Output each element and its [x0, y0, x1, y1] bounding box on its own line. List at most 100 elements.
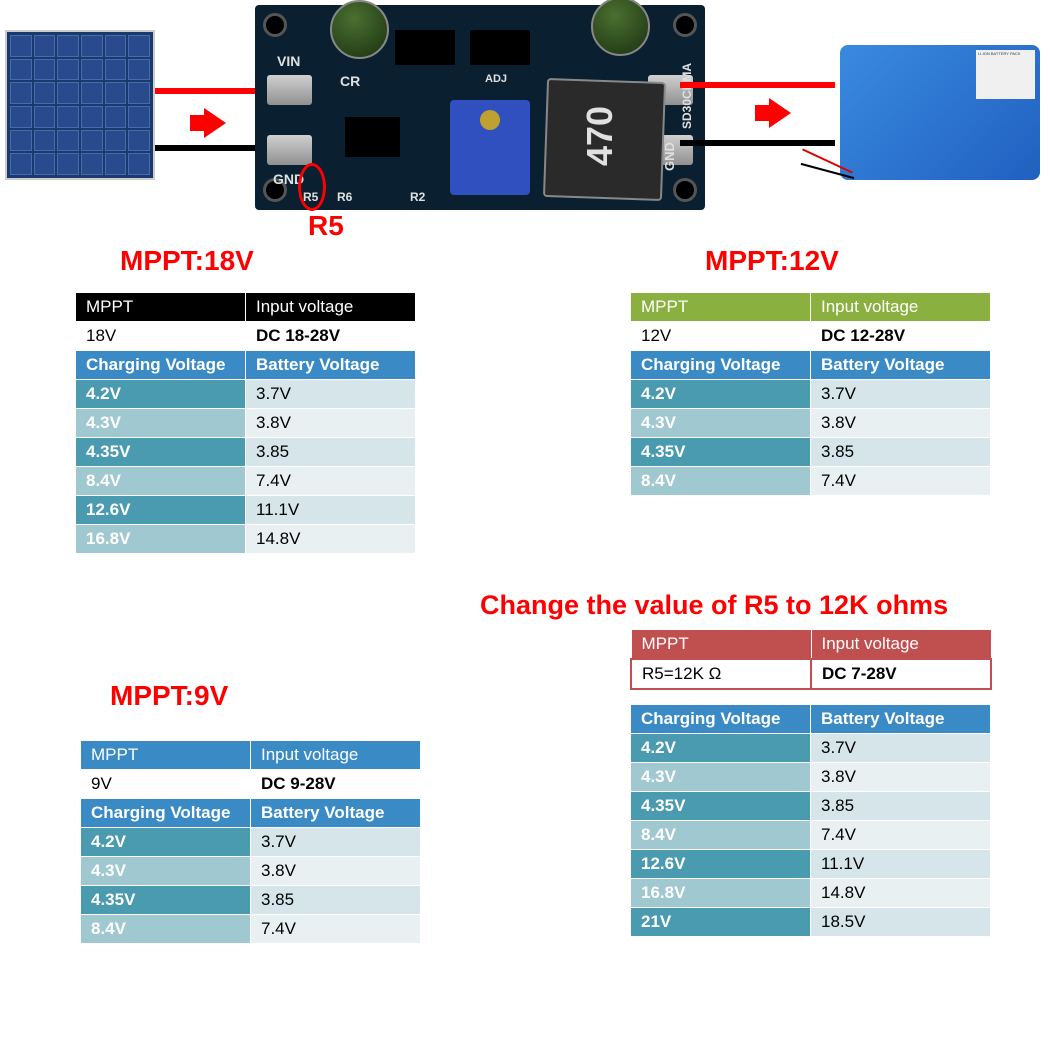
table-cell: 8.4V [631, 467, 811, 496]
arrow-out-tail [755, 105, 769, 121]
table-subheader: Battery Voltage [811, 351, 991, 380]
table-cell: 3.85 [811, 438, 991, 467]
arrow-out-icon [769, 98, 791, 128]
table-cell: 7.4V [246, 467, 416, 496]
table-cell: 4.35V [76, 438, 246, 467]
table-header: Input voltage [811, 630, 991, 660]
table-cell: 3.8V [811, 409, 991, 438]
table-cell: 11.1V [811, 850, 991, 879]
table-header: MPPT [631, 630, 811, 660]
table-cell: 3.8V [246, 409, 416, 438]
pcb-r6-label: R6 [337, 190, 352, 204]
capacitor-icon [591, 0, 650, 56]
pcb-gnd-label: GND [662, 142, 677, 171]
r5-mod-title: Change the value of R5 to 12K ohms [480, 590, 1040, 621]
table-cell: DC 18-28V [246, 322, 416, 351]
mppt-18v-title: MPPT:18V [120, 245, 416, 277]
table-subheader: Charging Voltage [81, 799, 251, 828]
table-cell: 21V [631, 908, 811, 937]
table-cell: 18V [76, 322, 246, 351]
table-cell: 4.2V [631, 734, 811, 763]
table-cell: 18.5V [811, 908, 991, 937]
pcb-adj-label: ADJ [485, 73, 507, 85]
table-cell: 4.3V [631, 763, 811, 792]
inductor-value: 470 [579, 106, 621, 166]
table-cell: 7.4V [811, 467, 991, 496]
table-cell: 12.6V [631, 850, 811, 879]
table-cell: 3.85 [811, 792, 991, 821]
table-cell: DC 7-28V [811, 659, 991, 689]
arrow-in-icon [204, 108, 226, 138]
table-header: MPPT [81, 741, 251, 770]
table-cell: 8.4V [81, 915, 251, 944]
table-header: MPPT [76, 293, 246, 322]
mppt-12v-table: MPPTInput voltage 12VDC 12-28V Charging … [630, 292, 991, 496]
mppt-9v-section: MPPT:9V MPPTInput voltage 9VDC 9-28V Cha… [80, 680, 421, 944]
table-cell: 8.4V [76, 467, 246, 496]
arrow-in-tail [190, 115, 204, 131]
r5-mod-table: MPPTInput voltage R5=12K ΩDC 7-28V [630, 629, 992, 690]
table-cell: 16.8V [631, 879, 811, 908]
pcb-vin-label: VIN [277, 53, 300, 69]
wiring-diagram: 470 VIN GND GND CR ADJ R5 R6 R2 SD30CRMA… [0, 0, 1050, 230]
table-cell: 7.4V [251, 915, 421, 944]
table-cell: 11.1V [246, 496, 416, 525]
r5-mod-section: Change the value of R5 to 12K ohms MPPTI… [480, 590, 1040, 937]
table-subheader: Charging Voltage [631, 351, 811, 380]
potentiometer-icon [450, 100, 530, 195]
table-cell: 14.8V [246, 525, 416, 554]
table-cell: 3.85 [246, 438, 416, 467]
table-subheader: Charging Voltage [76, 351, 246, 380]
wire-out-red [680, 82, 835, 88]
table-cell: 16.8V [76, 525, 246, 554]
table-cell: DC 9-28V [251, 770, 421, 799]
table-cell: 9V [81, 770, 251, 799]
table-subheader: Battery Voltage [251, 799, 421, 828]
table-header: Input voltage [811, 293, 991, 322]
table-cell: 4.35V [631, 792, 811, 821]
table-cell: R5=12K Ω [631, 659, 811, 689]
table-cell: 3.7V [811, 734, 991, 763]
table-header: MPPT [631, 293, 811, 322]
table-cell: 4.2V [631, 380, 811, 409]
table-subheader: Charging Voltage [631, 705, 811, 734]
table-cell: 12.6V [76, 496, 246, 525]
table-header: Input voltage [246, 293, 416, 322]
pcb-model-label: SD30CRMA [680, 63, 694, 129]
table-cell: 12V [631, 322, 811, 351]
table-cell: 3.7V [251, 828, 421, 857]
table-cell: 4.3V [631, 409, 811, 438]
table-subheader: Battery Voltage [246, 351, 416, 380]
table-cell: 3.8V [811, 763, 991, 792]
table-cell: 3.8V [251, 857, 421, 886]
mppt-12v-section: MPPT:12V MPPTInput voltage 12VDC 12-28V … [630, 245, 991, 496]
table-cell: 4.2V [76, 380, 246, 409]
wire-out-black [680, 140, 835, 146]
r5-highlight-circle [298, 163, 326, 211]
pcb-r2-label: R2 [410, 190, 425, 204]
mppt-9v-table: MPPTInput voltage 9VDC 9-28V Charging Vo… [80, 740, 421, 944]
table-cell: 3.7V [246, 380, 416, 409]
r5-callout-label: R5 [308, 210, 344, 242]
table-cell: 4.3V [81, 857, 251, 886]
table-cell: 7.4V [811, 821, 991, 850]
table-cell: 4.35V [631, 438, 811, 467]
table-cell: 4.2V [81, 828, 251, 857]
mppt-18v-table: MPPTInput voltage 18VDC 18-28V Charging … [75, 292, 416, 554]
table-cell: 3.7V [811, 380, 991, 409]
r5-mod-voltage-table: Charging VoltageBattery Voltage 4.2V3.7V… [630, 704, 991, 937]
capacitor-icon [330, 0, 389, 59]
table-cell: 8.4V [631, 821, 811, 850]
battery-spec-label: LI-ION BATTERY PACK [976, 50, 1035, 99]
table-cell: 4.3V [76, 409, 246, 438]
solar-panel-icon [5, 30, 155, 180]
table-cell: 14.8V [811, 879, 991, 908]
table-cell: DC 12-28V [811, 322, 991, 351]
mppt-18v-section: MPPT:18V MPPTInput voltage 18VDC 18-28V … [75, 245, 416, 554]
table-header: Input voltage [251, 741, 421, 770]
table-subheader: Battery Voltage [811, 705, 991, 734]
pcb-cr-label: CR [340, 73, 360, 89]
table-cell: 3.85 [251, 886, 421, 915]
table-cell: 4.35V [81, 886, 251, 915]
mppt-12v-title: MPPT:12V [705, 245, 991, 277]
